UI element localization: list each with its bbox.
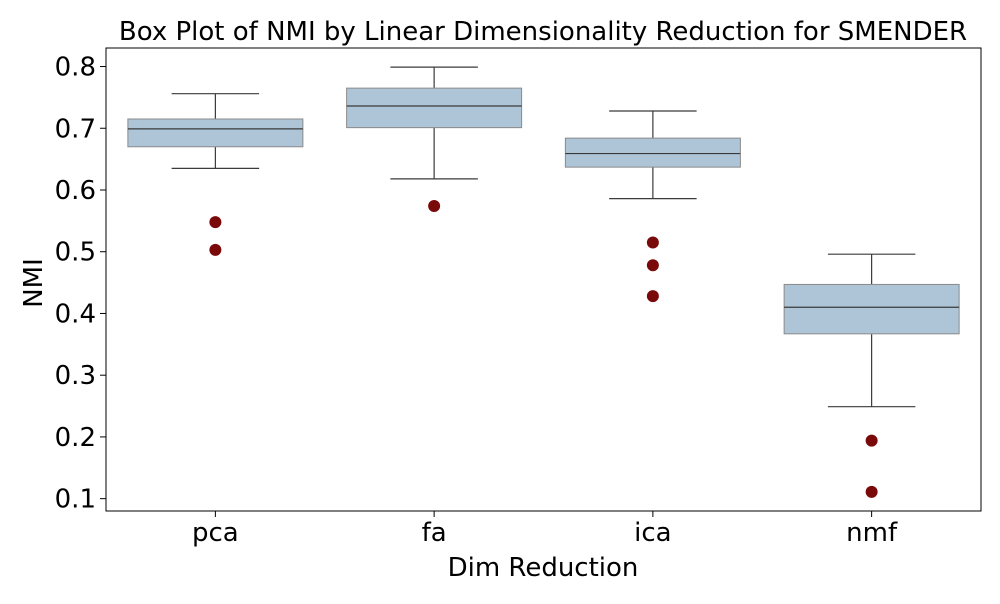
x-axis-label: Dim Reduction: [448, 553, 639, 583]
outlier-point: [428, 200, 441, 213]
chart-title: Box Plot of NMI by Linear Dimensionality…: [119, 17, 967, 47]
box-fa: [346, 87, 523, 129]
outlier-point: [646, 259, 659, 272]
outlier-point: [865, 485, 878, 498]
outlier-point: [646, 290, 659, 303]
plot-area: 0.1 0.2 0.3 0.4 0.5 0.6 0.7 0.8 pca fa ica nmf: [55, 47, 982, 548]
outlier-point: [865, 434, 878, 447]
plot-frame: [105, 47, 982, 512]
box-ica: [564, 137, 741, 168]
y-tick-label: 0.5: [55, 238, 96, 268]
y-tick-label: 0.7: [55, 114, 96, 144]
x-tick-label: nmf: [846, 518, 898, 548]
y-tick-label: 0.2: [55, 423, 96, 453]
y-tick-label: 0.4: [55, 299, 96, 329]
y-axis-label: NMI: [19, 258, 49, 308]
box-nmf: [783, 283, 960, 335]
box-pca: [127, 118, 304, 148]
y-tick-label: 0.6: [55, 176, 96, 206]
x-tick-label: ica: [634, 518, 671, 548]
x-tick-label: pca: [192, 518, 239, 548]
y-tick-label: 0.8: [55, 53, 96, 83]
outlier-point: [646, 236, 659, 249]
y-tick-label: 0.3: [55, 361, 96, 391]
y-tick-label: 0.1: [55, 485, 96, 515]
x-tick-label: fa: [422, 518, 447, 548]
outlier-point: [209, 216, 222, 229]
outlier-point: [209, 243, 222, 256]
